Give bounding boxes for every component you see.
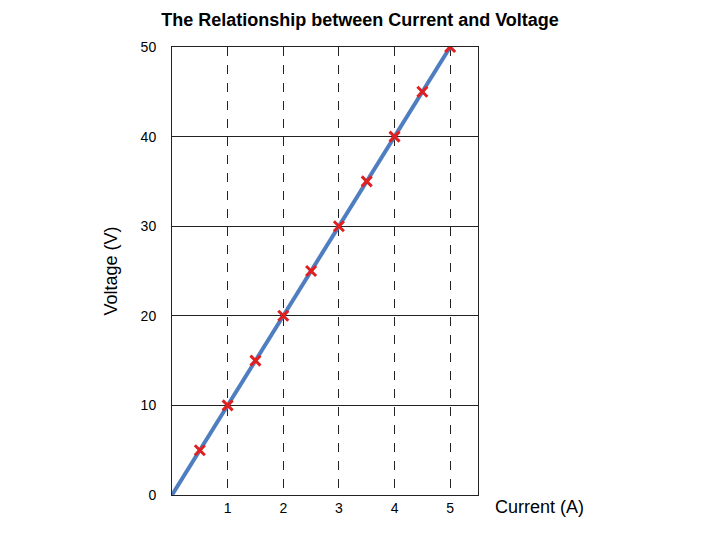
svg-text:Voltage (V): Voltage (V): [101, 226, 121, 315]
svg-text:30: 30: [141, 218, 157, 234]
svg-text:10: 10: [141, 397, 157, 413]
svg-text:4: 4: [391, 500, 399, 516]
svg-text:5: 5: [446, 500, 454, 516]
svg-text:The Relationship between Curre: The Relationship between Current and Vol…: [161, 10, 559, 30]
svg-text:50: 50: [141, 39, 157, 55]
svg-text:0: 0: [148, 487, 156, 503]
svg-text:1: 1: [224, 500, 232, 516]
svg-text:3: 3: [335, 500, 343, 516]
svg-text:2: 2: [279, 500, 287, 516]
svg-text:20: 20: [141, 308, 157, 324]
svg-text:40: 40: [141, 129, 157, 145]
svg-text:Current (A): Current (A): [495, 497, 584, 517]
